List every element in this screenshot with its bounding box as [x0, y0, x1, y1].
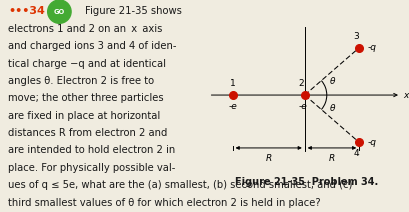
Text: θ: θ: [330, 104, 335, 113]
Text: -q: -q: [368, 138, 377, 147]
Text: place. For physically possible val-: place. For physically possible val-: [8, 163, 176, 173]
Text: tical charge −q and at identical: tical charge −q and at identical: [8, 59, 166, 68]
Text: third smallest values of θ for which electron 2 is held in place?: third smallest values of θ for which ele…: [8, 198, 321, 208]
Text: x: x: [403, 91, 408, 100]
Text: are fixed in place at horizontal: are fixed in place at horizontal: [8, 111, 161, 121]
Text: electrons 1 and 2 on an  x  axis: electrons 1 and 2 on an x axis: [8, 24, 163, 34]
Text: distances R from electron 2 and: distances R from electron 2 and: [8, 128, 168, 138]
Text: are intended to hold electron 2 in: are intended to hold electron 2 in: [8, 145, 175, 155]
Text: -q: -q: [368, 43, 377, 52]
Text: 1: 1: [230, 79, 236, 88]
Text: 4: 4: [353, 149, 359, 158]
Text: ues of q ≤ 5e, what are the (a) smallest, (b) second smallest, and (c): ues of q ≤ 5e, what are the (a) smallest…: [8, 180, 353, 190]
Text: GO: GO: [54, 9, 65, 15]
Text: θ: θ: [330, 77, 335, 86]
Text: •••34: •••34: [8, 6, 45, 16]
Text: R: R: [265, 154, 272, 163]
Text: R: R: [329, 154, 335, 163]
Text: Figure 21-35 shows: Figure 21-35 shows: [85, 6, 182, 16]
Text: and charged ions 3 and 4 of iden-: and charged ions 3 and 4 of iden-: [8, 41, 177, 51]
Text: Figure 21-35  Problem 34.: Figure 21-35 Problem 34.: [235, 177, 378, 187]
Circle shape: [48, 0, 71, 23]
Text: move; the other three particles: move; the other three particles: [8, 93, 164, 103]
Text: -e: -e: [228, 102, 237, 111]
Text: 3: 3: [353, 32, 359, 41]
Text: angles θ. Electron 2 is free to: angles θ. Electron 2 is free to: [8, 76, 155, 86]
Text: 2: 2: [299, 79, 304, 88]
Text: -e: -e: [299, 102, 307, 111]
